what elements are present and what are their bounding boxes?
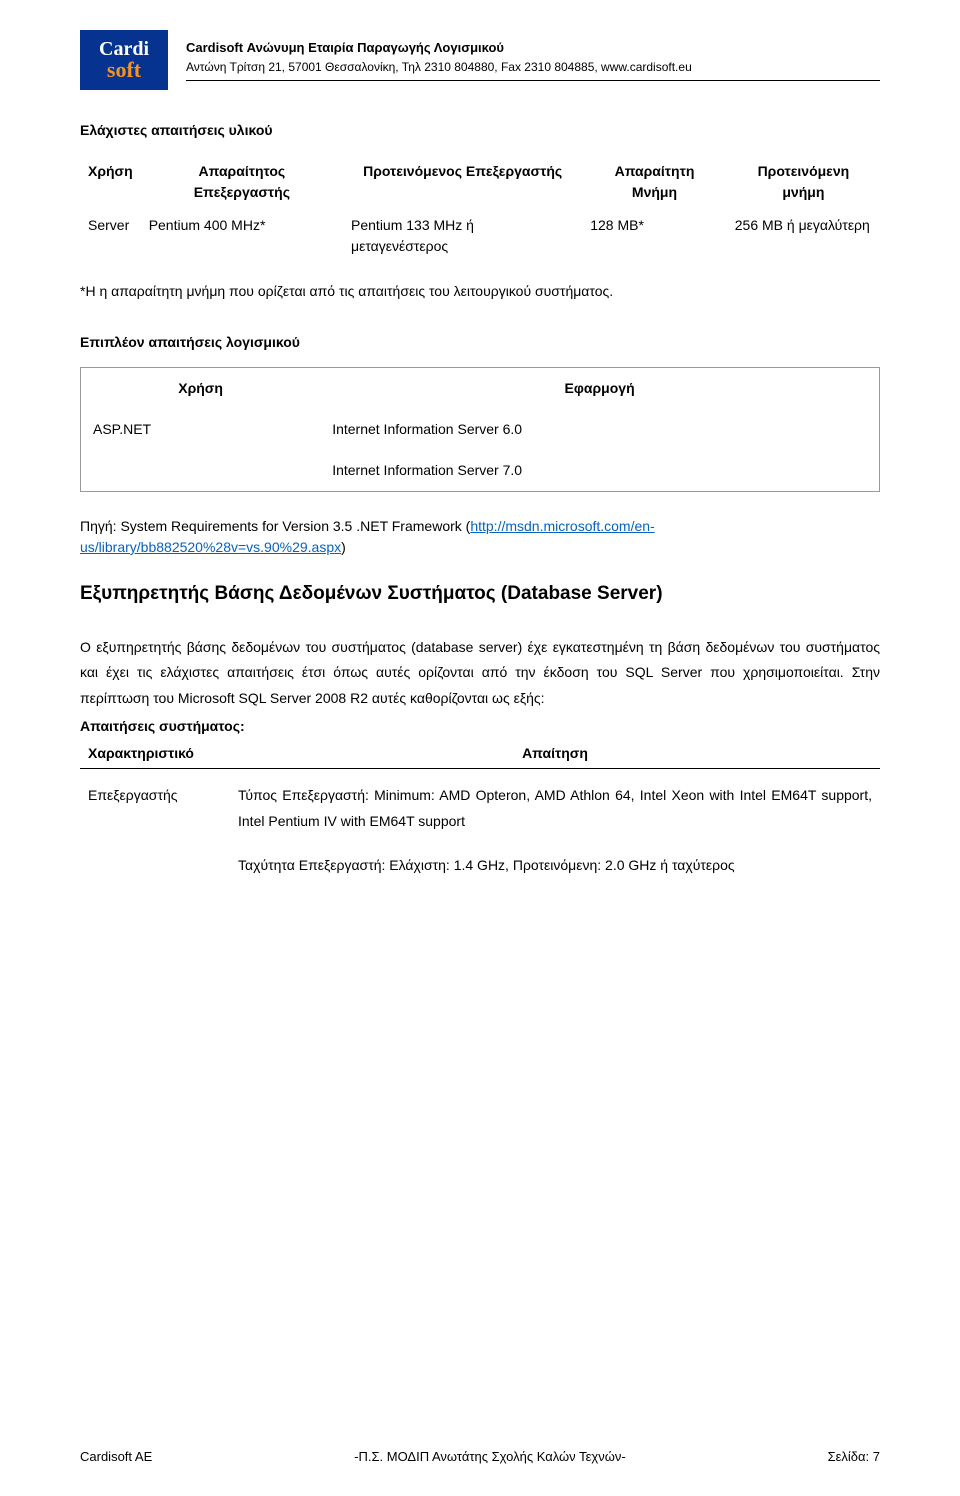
header-rule [186,80,880,81]
header-text: Cardisoft Ανώνυμη Εταιρία Παραγωγής Λογι… [186,30,880,81]
table-row: Internet Information Server 7.0 [81,450,880,492]
document-page: Cardi soft Cardisoft Ανώνυμη Εταιρία Παρ… [0,0,960,1496]
footer-center: -Π.Σ. ΜΟΔΙΠ Ανωτάτης Σχολής Καλών Τεχνών… [354,1447,626,1467]
footer: Cardisoft AE -Π.Σ. ΜΟΔΙΠ Ανωτάτης Σχολής… [80,1447,880,1467]
table-header-row: Χαρακτηριστικό Απαίτηση [80,739,880,769]
cpu-type: Τύπος Επεξεργαστή: Minimum: AMD Opteron,… [238,783,872,835]
footer-left: Cardisoft AE [80,1447,152,1467]
col-req-mem: Απαραίτητη Μνήμη [582,155,727,209]
logo-text-bot: soft [107,59,141,81]
col-use: Χρήση [80,155,141,209]
hw-req-table: Χρήση Απαραίτητος Επεξεργαστής Προτεινόμ… [80,155,880,263]
cell-iis7: Internet Information Server 7.0 [320,450,879,492]
col-req-cpu: Απαραίτητος Επεξεργαστής [141,155,343,209]
header: Cardi soft Cardisoft Ανώνυμη Εταιρία Παρ… [80,30,880,90]
sys-req-label: Απαιτήσεις συστήματος: [80,716,880,737]
cell-req-cpu: Pentium 400 MHz* [141,209,343,263]
table-header-row: Χρήση Εφαρμογή [81,368,880,410]
table-row: Επεξεργαστής Τύπος Επεξεργαστή: Minimum:… [80,769,880,893]
col-use: Χρήση [81,368,321,410]
cpu-speed: Ταχύτητα Επεξεργαστή: Ελάχιστη: 1.4 GHz,… [238,853,872,879]
company-address: Αντώνη Τρίτση 21, 57001 Θεσσαλονίκη, Τηλ… [186,58,880,76]
sw-req-title: Επιπλέον απαιτήσεις λογισμικού [80,332,880,353]
footer-right: Σελίδα: 7 [828,1447,880,1467]
cell-rec-mem: 256 MB ή μεγαλύτερη [727,209,880,263]
hw-req-title: Ελάχιστες απαιτήσεις υλικού [80,120,880,141]
col-requirement: Απαίτηση [230,739,880,769]
table-header-row: Χρήση Απαραίτητος Επεξεργαστής Προτεινόμ… [80,155,880,209]
cell-cpu-req: Τύπος Επεξεργαστή: Minimum: AMD Opteron,… [230,769,880,893]
col-rec-mem: Προτεινόμενη μνήμη [727,155,880,209]
col-app: Εφαρμογή [320,368,879,410]
cell-use: Server [80,209,141,263]
cell-iis6: Internet Information Server 6.0 [320,409,879,450]
table-row: ASP.NET Internet Information Server 6.0 [81,409,880,450]
col-characteristic: Χαρακτηριστικό [80,739,230,769]
db-server-para: Ο εξυπηρετητής βάσης δεδομένων του συστή… [80,635,880,713]
cell-rec-cpu: Pentium 133 MHz ή μεταγενέστερος [343,209,582,263]
sys-req-table: Χαρακτηριστικό Απαίτηση Επεξεργαστής Τύπ… [80,739,880,893]
db-server-heading: Εξυπηρετητής Βάσης Δεδομένων Συστήματος … [80,580,880,609]
cell-empty [81,450,321,492]
sw-req-table: Χρήση Εφαρμογή ASP.NET Internet Informat… [80,367,880,492]
cell-aspnet: ASP.NET [81,409,321,450]
logo: Cardi soft [80,30,168,90]
source-suffix: ) [341,539,346,555]
company-name: Cardisoft Ανώνυμη Εταιρία Παραγωγής Λογι… [186,38,880,58]
memory-note: *Η η απαραίτητη μνήμη που ορίζεται από τ… [80,281,880,302]
col-rec-cpu: Προτεινόμενος Επεξεργαστής [343,155,582,209]
source-prefix: Πηγή: System Requirements for Version 3.… [80,518,470,534]
source-citation: Πηγή: System Requirements for Version 3.… [80,516,880,558]
table-row: Server Pentium 400 MHz* Pentium 133 MHz … [80,209,880,263]
logo-text-top: Cardi [99,39,149,59]
cell-req-mem: 128 MB* [582,209,727,263]
cell-cpu-label: Επεξεργαστής [80,769,230,893]
